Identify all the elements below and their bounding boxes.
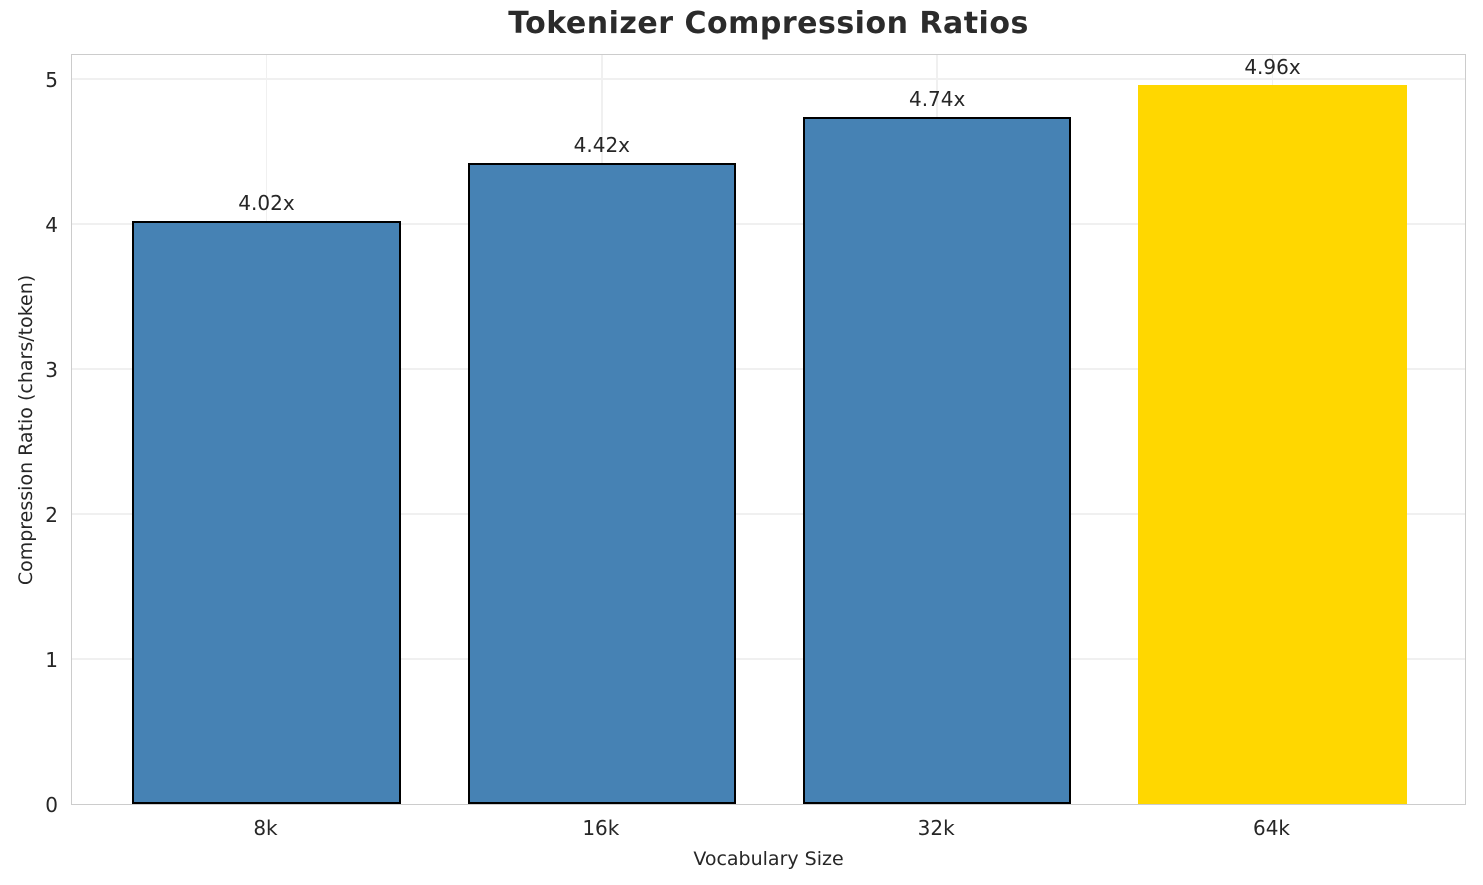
- h-gridline: [72, 658, 1465, 660]
- y-axis-label: Compression Ratio (chars/token): [15, 274, 37, 586]
- bar-value-label: 4.74x: [908, 86, 966, 111]
- bar-value-label: 4.96x: [1244, 54, 1301, 79]
- bar-value-label: 4.02x: [238, 191, 295, 216]
- bar-16k: [467, 163, 736, 804]
- chart-title: Tokenizer Compression Ratios: [508, 6, 1029, 41]
- h-gridline: [72, 513, 1465, 515]
- x-tick-label: 32k: [917, 816, 955, 840]
- h-gridline: [72, 368, 1465, 370]
- y-tick-label: 3: [45, 358, 58, 383]
- y-tick-label: 1: [45, 648, 58, 673]
- y-tick-label: 4: [45, 213, 58, 238]
- x-tick-label: 8k: [253, 816, 278, 840]
- y-tick-label: 5: [45, 68, 58, 93]
- plot-area: 4.02x 4.42x 4.74x 4.96x: [71, 54, 1466, 805]
- x-axis-label: Vocabulary Size: [693, 848, 844, 870]
- y-tick-label: 2: [45, 503, 58, 528]
- bar-64k: [1138, 84, 1407, 804]
- bar-32k: [803, 116, 1072, 804]
- h-gridline: [72, 223, 1465, 225]
- h-gridline: [72, 78, 1465, 80]
- x-tick-label: 16k: [582, 816, 620, 840]
- y-tick-label: 0: [45, 793, 58, 817]
- bar-8k: [132, 221, 401, 804]
- x-tick-label: 64k: [1252, 816, 1291, 840]
- bar-value-label: 4.42x: [573, 133, 631, 158]
